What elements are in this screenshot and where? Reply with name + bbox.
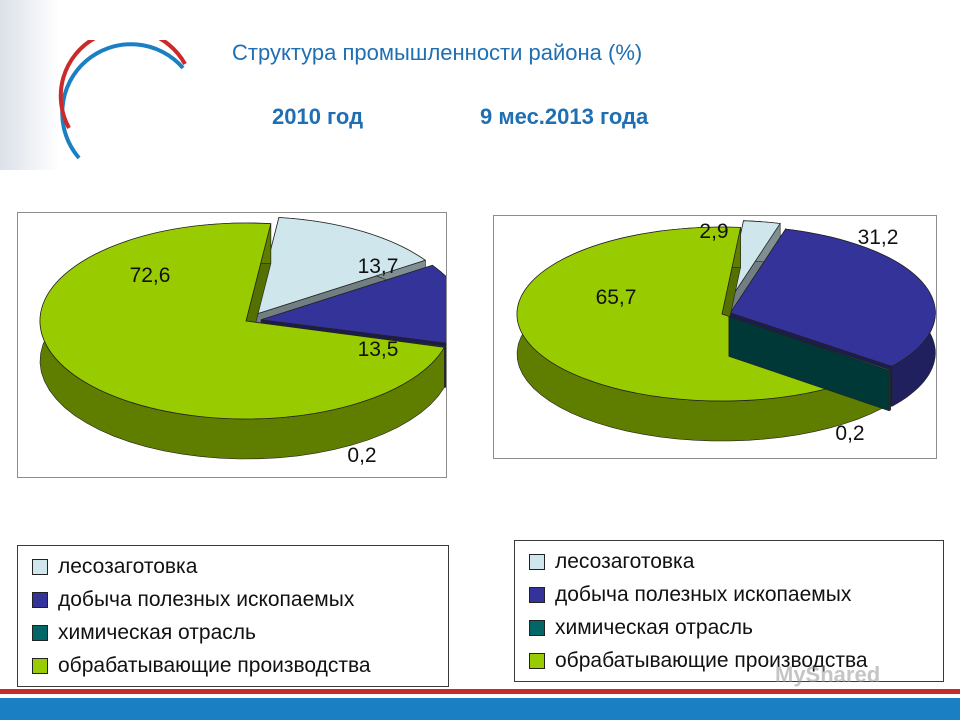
- pie-chart-2010-svg: 13,7 13,5 0,2 72,6: [39, 217, 446, 467]
- data-label-0-3: 72,6: [130, 264, 171, 287]
- logo-arc-icon: [58, 40, 187, 160]
- legend-item: обрабатывающие производства: [529, 644, 943, 677]
- legend-swatch: [529, 652, 545, 669]
- legend-label: добыча полезных ископаемых: [555, 582, 852, 606]
- background-decoration: [0, 0, 60, 170]
- subtitle-2013: 9 мес.2013 года: [480, 104, 649, 129]
- data-label-0-1: 13,5: [358, 338, 399, 361]
- pie-chart-2013-svg: 2,9 31,2 0,2 65,7: [516, 220, 936, 445]
- slide-title: Структура промышленности района (%): [232, 40, 643, 65]
- legend-label: лесозаготовка: [555, 549, 695, 573]
- legend-2010: лесозаготовка добыча полезных ископаемых…: [17, 545, 449, 687]
- legend-item: химическая отрасль: [529, 611, 943, 644]
- legend-label: обрабатывающие производства: [58, 653, 371, 677]
- legend-swatch: [32, 558, 48, 575]
- data-label-1-2: 0,2: [835, 422, 864, 445]
- legend-item: лесозаготовка: [529, 545, 943, 578]
- subtitle-2010: 2010 год: [272, 104, 364, 129]
- legend-swatch: [32, 624, 48, 641]
- legend-label: химическая отрасль: [555, 615, 753, 639]
- legend-item: добыча полезных ископаемых: [32, 583, 448, 616]
- pie-chart-2010: 13,7 13,5 0,2 72,6: [17, 212, 447, 478]
- legend-swatch: [529, 619, 545, 636]
- data-label-0-2: 0,2: [347, 444, 376, 467]
- footer-red-stripe: [0, 689, 960, 694]
- legend-label: обрабатывающие производства: [555, 648, 868, 672]
- data-label-1-0: 2,9: [699, 220, 728, 243]
- legend-swatch: [32, 591, 48, 608]
- legend-item: добыча полезных ископаемых: [529, 578, 943, 611]
- pie-slice-1-2: [728, 315, 892, 412]
- legend-label: добыча полезных ископаемых: [58, 587, 355, 611]
- data-label-1-3: 65,7: [596, 286, 637, 309]
- data-label-0-0: 13,7: [358, 255, 399, 278]
- legend-item: обрабатывающие производства: [32, 649, 448, 682]
- legend-item: химическая отрасль: [32, 616, 448, 649]
- pie-slice-0-3: [39, 222, 446, 460]
- pie-chart-2013: 2,9 31,2 0,2 65,7: [493, 215, 937, 459]
- watermark: MyShared: [775, 662, 881, 687]
- legend-label: лесозаготовка: [58, 554, 198, 578]
- legend-label: химическая отрасль: [58, 620, 256, 644]
- legend-swatch: [529, 586, 545, 603]
- legend-item: лесозаготовка: [32, 550, 448, 583]
- legend-swatch: [32, 657, 48, 674]
- footer-blue-stripe: [0, 698, 960, 720]
- data-label-1-1: 31,2: [858, 226, 899, 249]
- legend-2013: лесозаготовка добыча полезных ископаемых…: [514, 540, 944, 682]
- legend-swatch: [529, 553, 545, 570]
